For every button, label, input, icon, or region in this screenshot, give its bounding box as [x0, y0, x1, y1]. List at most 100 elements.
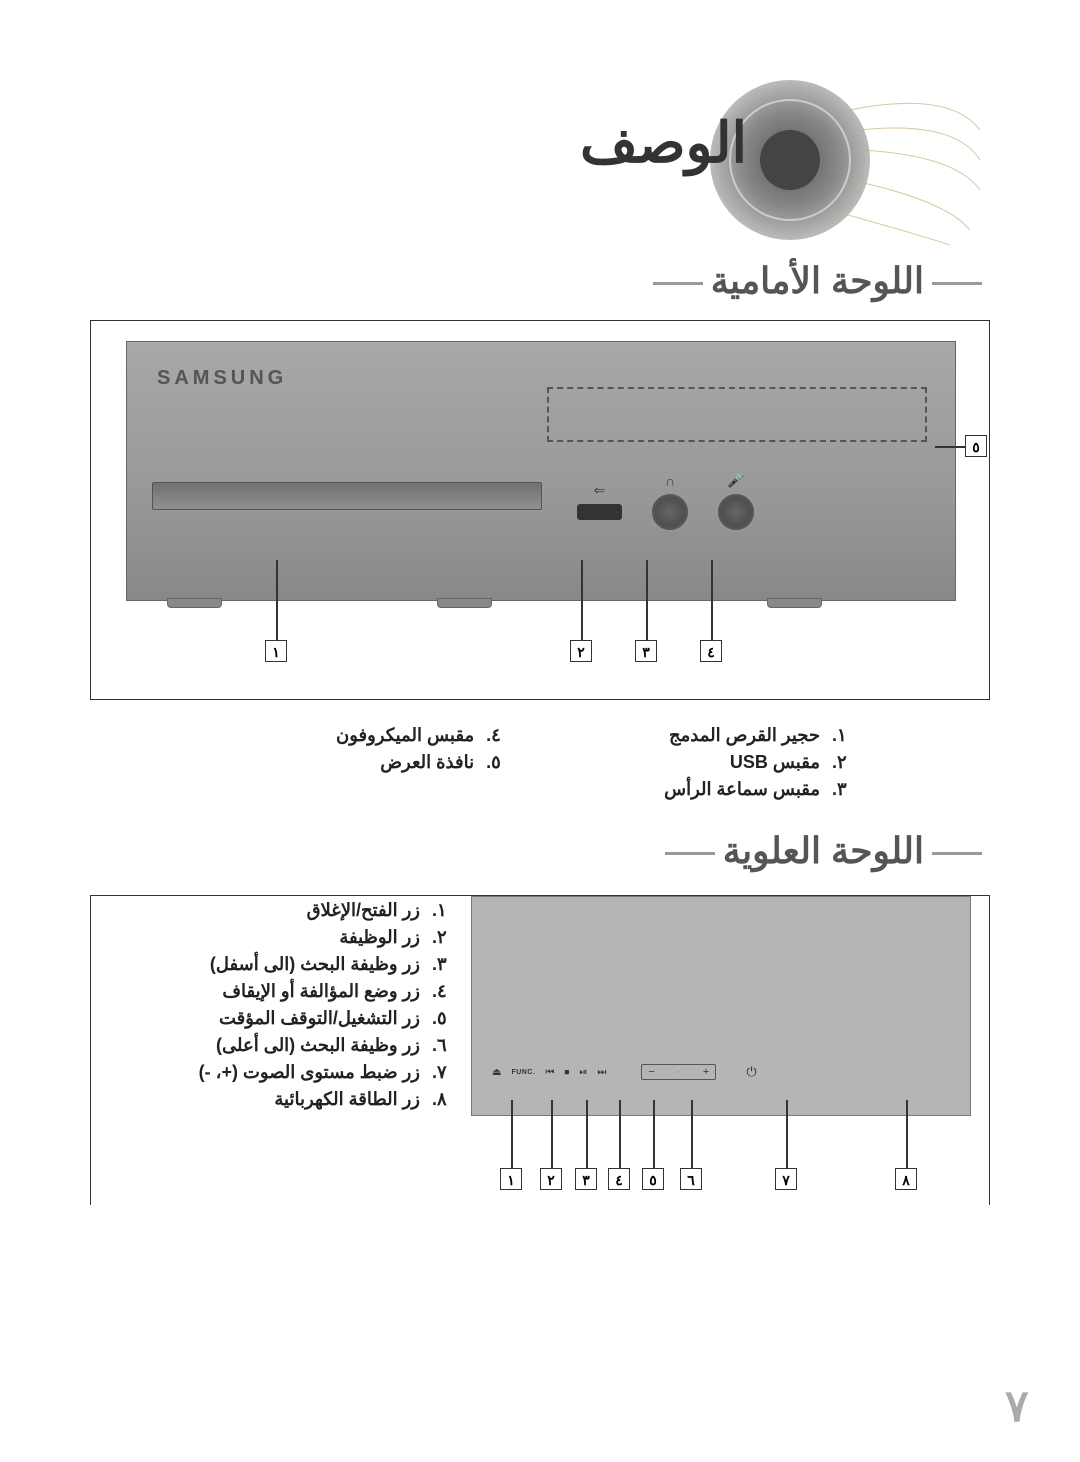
headphone-icon: ∩: [665, 473, 675, 489]
callout-t8: ٨: [895, 1168, 917, 1190]
front-panel-legend: ١. حجير القرص المدمج ٢. مقبس USB ٣. مقبس…: [336, 725, 850, 800]
device-foot: [437, 598, 492, 608]
legend-label: زر وظيفة البحث (الى أسفل): [210, 954, 420, 975]
page-title: الوصف: [580, 110, 747, 176]
stop-button: ⏹: [564, 1067, 569, 1078]
callout-leader: [586, 1100, 588, 1168]
legend-item: ٥. نافذة العرض: [336, 752, 504, 773]
legend-label: زر وظيفة البحث (الى أعلى): [216, 1035, 420, 1056]
legend-num: ١.: [432, 900, 450, 921]
callout-t6: ٦: [680, 1168, 702, 1190]
callout-t3: ٣: [575, 1168, 597, 1190]
func-button: FUNC.: [511, 1069, 535, 1076]
legend-num: ١.: [832, 725, 850, 746]
device-foot: [167, 598, 222, 608]
legend-num: ٨.: [432, 1089, 450, 1110]
callout-leader: [619, 1100, 621, 1168]
legend-label: زر الفتح/الإغلاق: [307, 900, 420, 921]
legend-item: ٤. زر وضع المؤالفة أو الإيقاف: [90, 981, 450, 1002]
device-front-view: SAMSUNG ⇐ ∩ 🎤: [126, 341, 956, 601]
callout-leader: [906, 1100, 908, 1168]
front-ports: ⇐ ∩ 🎤: [577, 472, 754, 530]
usb-icon: ⇐: [594, 482, 606, 499]
callout-leader: [691, 1100, 693, 1168]
callout-2: ٢: [570, 640, 592, 662]
top-panel-legend: ١. زر الفتح/الإغلاق ٢. زر الوظيفة ٣. زر وظي…: [90, 900, 450, 1116]
vol-plus: +: [703, 1066, 709, 1078]
callout-leader: [653, 1100, 655, 1168]
volume-control: − · +: [641, 1064, 716, 1080]
device-foot: [767, 598, 822, 608]
callout-leader: [551, 1100, 553, 1168]
legend-label: زر الطاقة الكهربائية: [274, 1089, 420, 1110]
callout-leader: [276, 560, 278, 640]
top-buttons: ⏏ FUNC. ⏮ ⏹ ⏯ ⏭ − · + ⏻: [492, 1064, 952, 1080]
legend-num: ٢.: [432, 927, 450, 948]
page-number: ٧: [1005, 1381, 1029, 1432]
legend-item: ٦. زر وظيفة البحث (الى أعلى): [90, 1035, 450, 1056]
legend-item: ١. حجير القرص المدمج: [664, 725, 850, 746]
callout-leader: [646, 560, 648, 640]
display-window: [547, 387, 927, 442]
next-button: ⏭: [597, 1067, 606, 1078]
legend-label: زر ضبط مستوى الصوت (+، -): [199, 1062, 420, 1083]
legend-num: ٥.: [486, 752, 504, 773]
legend-item: ٢. مقبس USB: [664, 752, 850, 773]
legend-item: ٣. زر وظيفة البحث (الى أسفل): [90, 954, 450, 975]
legend-item: ٤. مقبس الميكروفون: [336, 725, 504, 746]
device-top-view: ⏏ FUNC. ⏮ ⏹ ⏯ ⏭ − · + ⏻: [471, 896, 971, 1116]
legend-label: حجير القرص المدمج: [669, 725, 820, 746]
legend-item: ٥. زر التشغيل/التوقف المؤقت: [90, 1008, 450, 1029]
callout-5: ٥: [965, 435, 987, 457]
front-panel-diagram: SAMSUNG ⇐ ∩ 🎤: [90, 320, 990, 700]
callout-leader: [786, 1100, 788, 1168]
mic-icon: 🎤: [727, 472, 744, 489]
callout-t4: ٤: [608, 1168, 630, 1190]
legend-num: ٥.: [432, 1008, 450, 1029]
legend-item: ٢. زر الوظيفة: [90, 927, 450, 948]
play-pause-button: ⏯: [579, 1067, 587, 1078]
legend-label: مقبس سماعة الرأس: [664, 779, 820, 800]
legend-num: ٧.: [432, 1062, 450, 1083]
usb-port: ⇐: [577, 482, 622, 520]
callout-leader: [511, 1100, 513, 1168]
mic-jack: 🎤: [718, 472, 754, 530]
legend-num: ٢.: [832, 752, 850, 773]
legend-item: ٨. زر الطاقة الكهربائية: [90, 1089, 450, 1110]
headphone-jack: ∩: [652, 473, 688, 530]
legend-num: ٤.: [432, 981, 450, 1002]
vol-minus: −: [648, 1066, 654, 1078]
legend-label: زر وضع المؤالفة أو الإيقاف: [222, 981, 420, 1002]
legend-col-right: ١. حجير القرص المدمج ٢. مقبس USB ٣. مقبس…: [664, 725, 850, 800]
eject-button: ⏏: [492, 1067, 501, 1078]
callout-t1: ١: [500, 1168, 522, 1190]
callout-t2: ٢: [540, 1168, 562, 1190]
legend-num: ٦.: [432, 1035, 450, 1056]
prev-button: ⏮: [545, 1067, 554, 1078]
legend-label: مقبس USB: [730, 752, 820, 773]
callout-4: ٤: [700, 640, 722, 662]
callout-t7: ٧: [775, 1168, 797, 1190]
legend-item: ٣. مقبس سماعة الرأس: [664, 779, 850, 800]
legend-label: مقبس الميكروفون: [336, 725, 474, 746]
legend-num: ٤.: [486, 725, 504, 746]
callout-leader: [581, 560, 583, 640]
callout-leader: [711, 560, 713, 640]
callout-3: ٣: [635, 640, 657, 662]
power-button: ⏻: [746, 1064, 756, 1080]
legend-col-left: ٤. مقبس الميكروفون ٥. نافذة العرض: [336, 725, 504, 800]
legend-num: ٣.: [432, 954, 450, 975]
legend-label: نافذة العرض: [380, 752, 474, 773]
legend-item: ١. زر الفتح/الإغلاق: [90, 900, 450, 921]
callout-1: ١: [265, 640, 287, 662]
legend-label: زر الوظيفة: [339, 927, 420, 948]
legend-num: ٣.: [832, 779, 850, 800]
front-panel-heading: اللوحة الأمامية: [645, 260, 990, 302]
callout-t5: ٥: [642, 1168, 664, 1190]
disc-tray: [152, 482, 542, 510]
legend-label: زر التشغيل/التوقف المؤقت: [219, 1008, 420, 1029]
callout-leader: [935, 446, 965, 448]
legend-item: ٧. زر ضبط مستوى الصوت (+، -): [90, 1062, 450, 1083]
top-panel-heading: اللوحة العلوية: [657, 830, 990, 872]
brand-logo: SAMSUNG: [157, 367, 287, 390]
